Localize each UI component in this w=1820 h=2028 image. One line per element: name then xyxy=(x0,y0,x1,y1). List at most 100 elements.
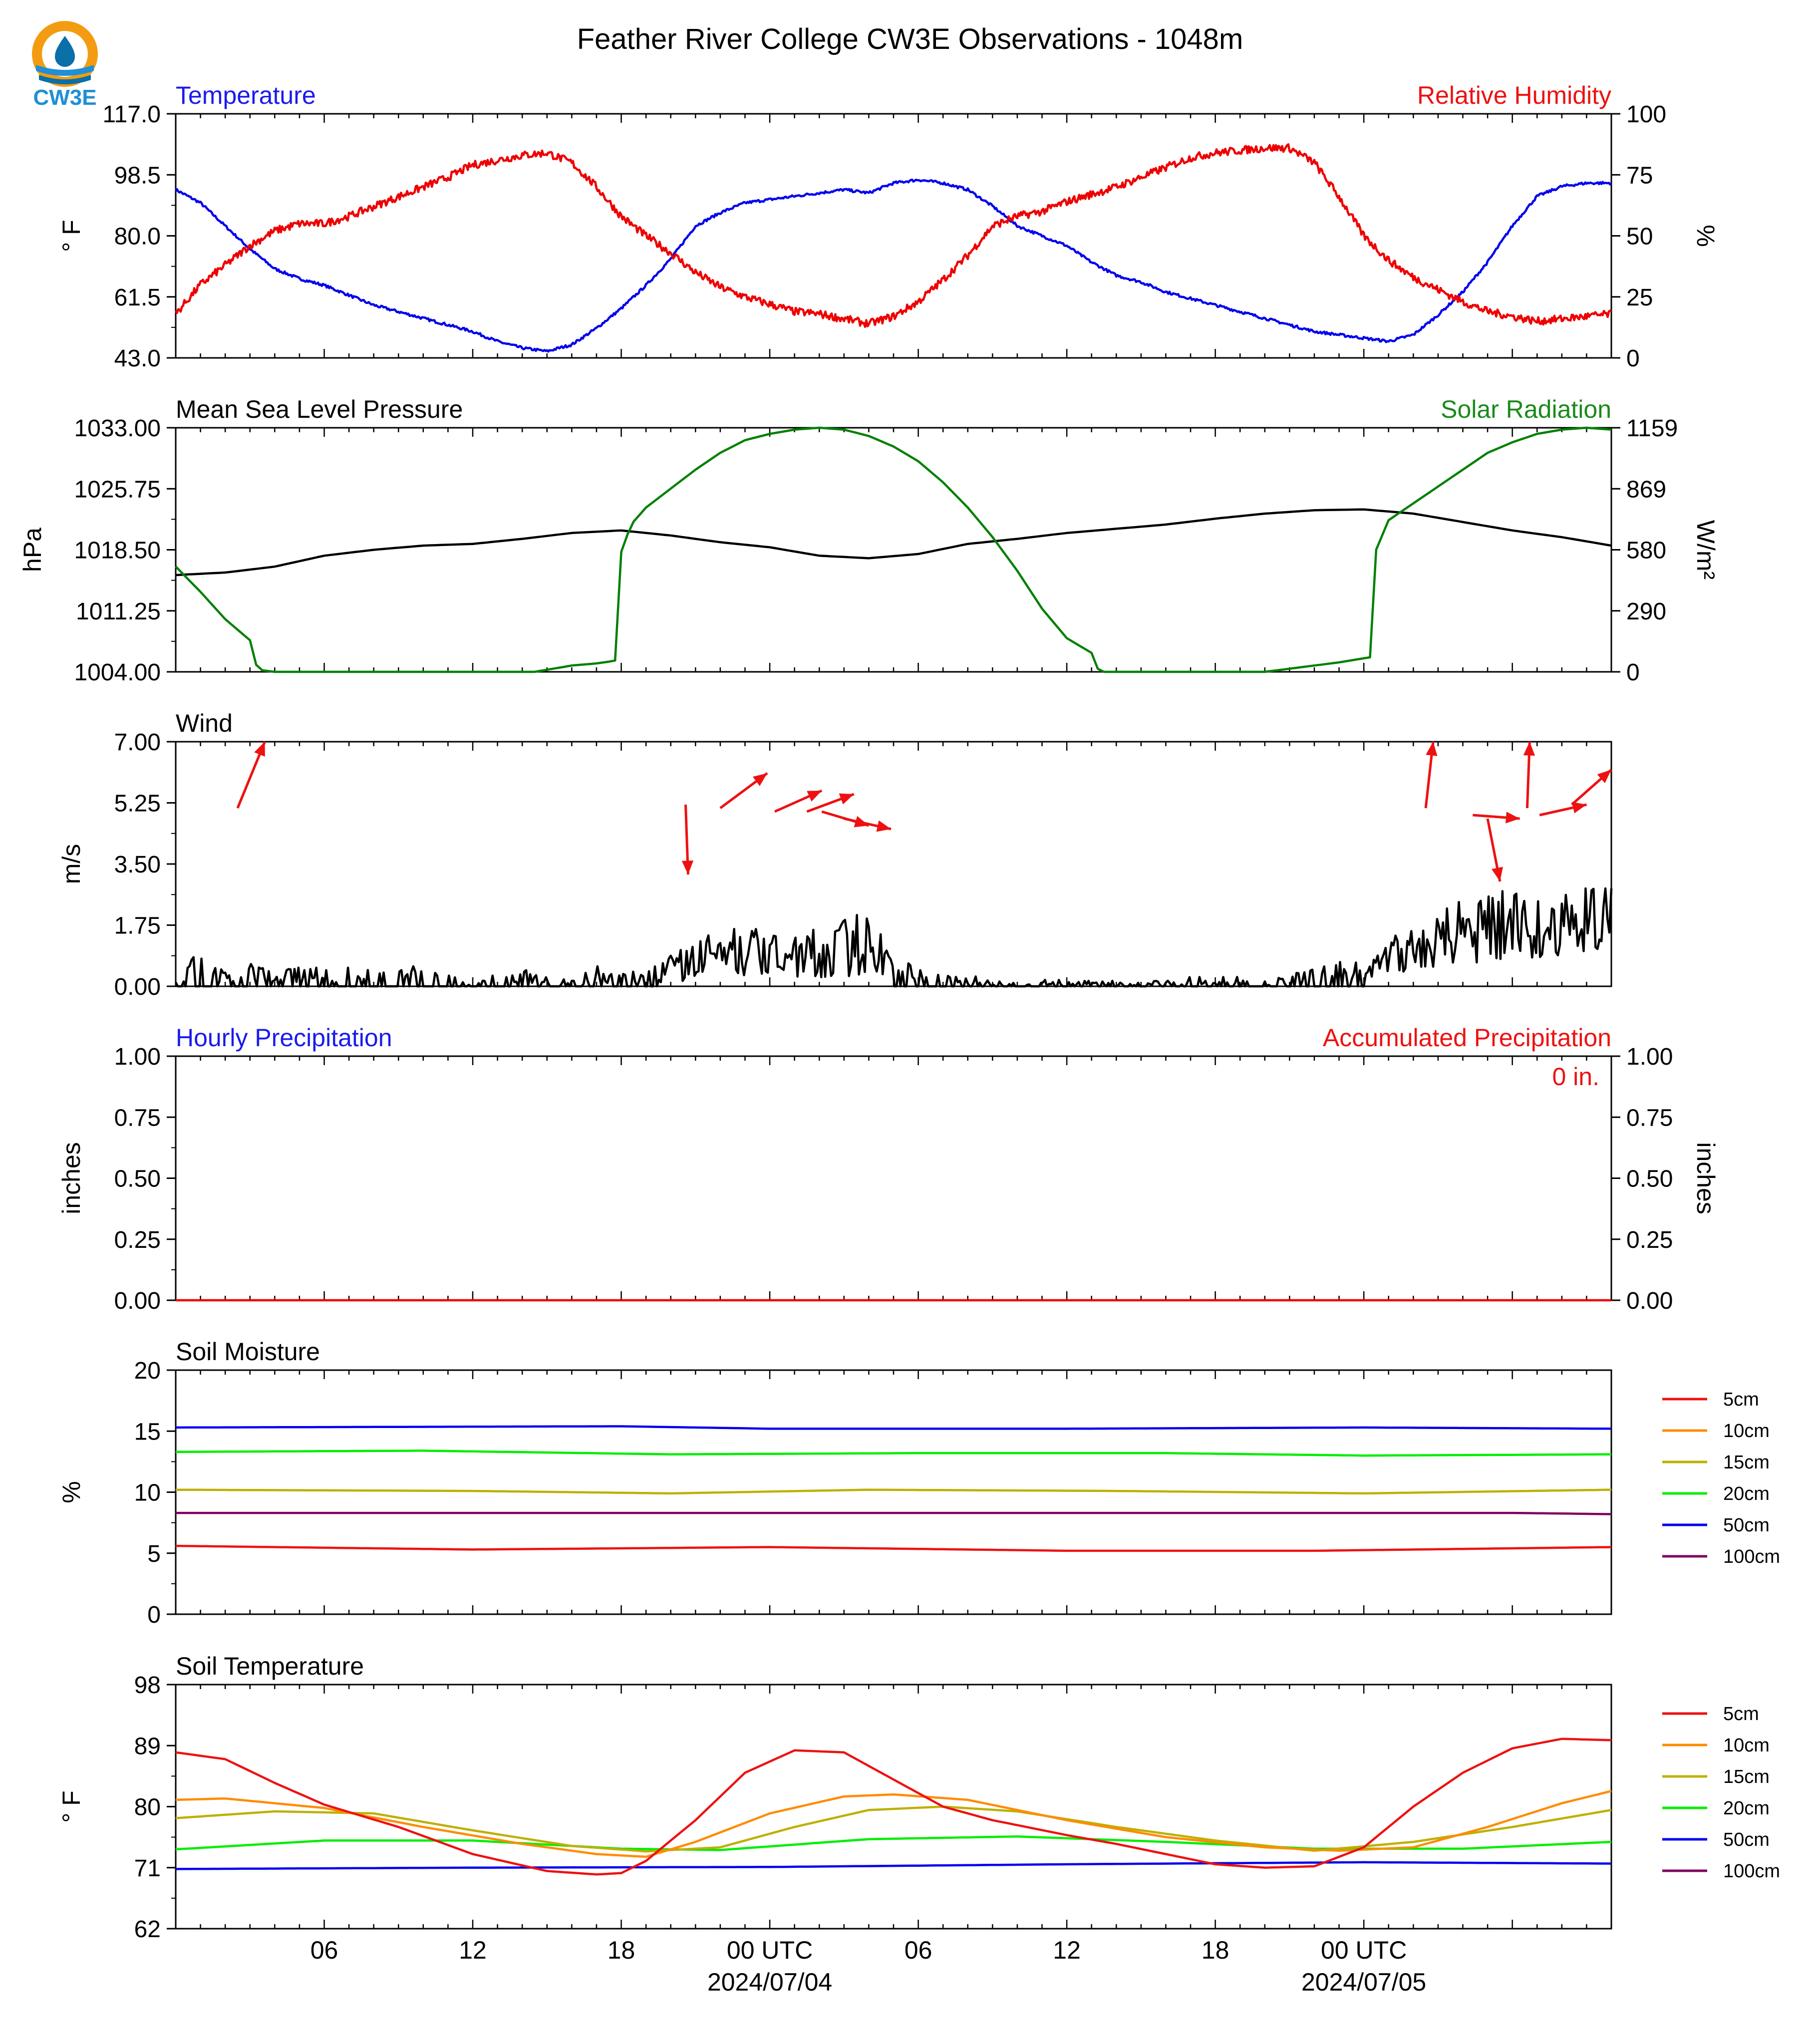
y2-tick-label: 75 xyxy=(1626,162,1653,189)
y-tick-label: 0.00 xyxy=(114,1288,161,1314)
plot-frame xyxy=(175,1684,1612,1930)
x-tick-label: 00 UTC xyxy=(727,1936,813,1964)
legend-label: 15cm xyxy=(1723,1766,1770,1787)
plot-frame xyxy=(175,1055,1612,1301)
x-tick-label: 18 xyxy=(607,1936,635,1964)
legend-label: 20cm xyxy=(1723,1798,1770,1819)
wind-arrow xyxy=(774,789,823,813)
cw3e-logo-text: CW3E xyxy=(33,85,96,109)
series-line-4 xyxy=(176,1511,1612,1515)
y2-axis-label: W/m² xyxy=(1692,520,1720,579)
y-tick-label: 71 xyxy=(134,1855,161,1882)
y-tick-label: 1018.50 xyxy=(74,538,161,564)
series-line-0 xyxy=(175,1861,1612,1870)
x-date-label: 2024/07/05 xyxy=(1301,1968,1426,1996)
legend-label: 20cm xyxy=(1723,1483,1770,1504)
legend-label: 5cm xyxy=(1723,1389,1759,1410)
y-axis-label: hPa xyxy=(18,528,46,572)
chart-panels: 43.061.580.098.5117.00255075100Temperatu… xyxy=(18,81,1780,1943)
plot-frame xyxy=(175,113,1612,359)
panel-title-left: Soil Temperature xyxy=(176,1652,364,1680)
legend-label: 100cm xyxy=(1723,1861,1780,1882)
y-axis-label: ° F xyxy=(57,1790,85,1822)
x-date-label: 2024/07/04 xyxy=(707,1968,832,1996)
panel-pressure-solar: 1004.00 1011.25 1018.50 1025.75 1033.00 0 290 5… xyxy=(18,395,1720,686)
wind-arrow xyxy=(1486,818,1503,882)
y2-tick-label: 0 xyxy=(1626,345,1640,372)
wind-arrow xyxy=(681,804,694,875)
wind-arrow xyxy=(844,817,892,832)
wind-arrow xyxy=(1571,769,1612,806)
panel-title-right: Solar Radiation xyxy=(1441,395,1611,423)
y-tick-label: 62 xyxy=(134,1916,161,1943)
y-tick-label: 80.0 xyxy=(114,224,161,250)
x-tick-label: 06 xyxy=(905,1936,932,1964)
y2-tick-label: 0.50 xyxy=(1626,1166,1673,1192)
panel-title-left: Hourly Precipitation xyxy=(176,1024,392,1052)
wind-arrow xyxy=(1539,802,1587,817)
y-tick-label: 61.5 xyxy=(114,285,161,311)
legend-label: 15cm xyxy=(1723,1452,1770,1473)
y-tick-label: 3.50 xyxy=(114,852,161,878)
y-axis-label: ° F xyxy=(57,220,85,252)
series-line-4 xyxy=(175,1738,1612,1876)
wind-arrow xyxy=(806,793,855,813)
plot-frame xyxy=(175,427,1612,673)
panel-title-left: Wind xyxy=(176,709,233,737)
y-tick-label: 1011.25 xyxy=(76,598,161,625)
y2-tick-label: 580 xyxy=(1626,538,1666,564)
y2-tick-label: 0.25 xyxy=(1626,1227,1673,1253)
x-axis-labels: 06 12 18 00 UTC 2024/07/04 06 12 18 00 UTC 2024/0… xyxy=(310,1936,1427,1996)
accumulated-total: 0 in. xyxy=(1552,1063,1599,1091)
panel-title-right: Accumulated Precipitation xyxy=(1323,1024,1611,1052)
legend-label: 50cm xyxy=(1723,1515,1770,1536)
series-line-1 xyxy=(175,426,1612,673)
y2-tick-label: 869 xyxy=(1626,476,1666,503)
y-tick-label: 1.75 xyxy=(114,913,161,939)
series-line-0 xyxy=(175,178,1612,353)
panel-wind: 0.00 1.75 3.50 5.25 7.00 Wind m/s xyxy=(57,709,1613,1000)
panel-title-left: Mean Sea Level Pressure xyxy=(176,395,463,423)
y-tick-label: 1025.75 xyxy=(74,476,161,503)
legend: 5cm 10cm 15cm 20cm 50cm 100cm xyxy=(1662,1389,1780,1567)
y-tick-label: 1033.00 xyxy=(74,415,161,442)
y2-tick-label: 0.75 xyxy=(1626,1105,1673,1131)
figure-title: Feather River College CW3E Observations … xyxy=(577,23,1243,55)
x-tick-label: 06 xyxy=(310,1936,338,1964)
cw3e-logo: CW3E xyxy=(32,21,98,109)
y2-tick-label: 1.00 xyxy=(1626,1044,1673,1070)
series-line-1 xyxy=(175,1488,1612,1495)
wind-arrow xyxy=(236,741,266,809)
y2-tick-label: 25 xyxy=(1626,285,1653,311)
x-tick-label: 18 xyxy=(1202,1936,1229,1964)
y-tick-label: 5 xyxy=(147,1541,161,1567)
legend-label: 100cm xyxy=(1723,1546,1780,1567)
series-line-0 xyxy=(174,887,1613,988)
panel-title-right: Relative Humidity xyxy=(1417,81,1611,109)
y-tick-label: 0 xyxy=(147,1602,161,1628)
y-axis-label: m/s xyxy=(57,844,85,884)
legend: 5cm 10cm 15cm 20cm 50cm 100cm xyxy=(1662,1704,1780,1882)
y2-tick-label: 0 xyxy=(1626,659,1640,686)
y-tick-label: 98 xyxy=(134,1672,161,1699)
y2-axis-label: % xyxy=(1692,225,1720,247)
legend-label: 10cm xyxy=(1723,1735,1770,1756)
series-line-0 xyxy=(175,1544,1612,1552)
y-tick-label: 5.25 xyxy=(114,791,161,817)
y-tick-label: 43.0 xyxy=(114,345,161,372)
series-line-3 xyxy=(176,1425,1612,1430)
y-tick-label: 15 xyxy=(134,1419,161,1445)
legend-label: 50cm xyxy=(1723,1829,1770,1850)
y2-axis-label: inches xyxy=(1692,1142,1720,1214)
y2-tick-label: 100 xyxy=(1626,101,1666,128)
panel-soil-temperature: 62 71 80 89 98 Soil Temperature ° F 5cm 10cm 15cm… xyxy=(57,1652,1780,1943)
series-line-0 xyxy=(175,508,1612,577)
x-tick-label: 12 xyxy=(459,1936,487,1964)
panel-temperature-rh: 43.0 61.5 80.0 98.5 117.0 0 25 50 75 100 Temperatu… xyxy=(57,81,1720,372)
plot-frame xyxy=(175,741,1612,987)
y-tick-label: 20 xyxy=(134,1358,161,1384)
y2-tick-label: 0.00 xyxy=(1626,1288,1673,1314)
series-line-2 xyxy=(175,1805,1612,1853)
y-tick-label: 0.75 xyxy=(114,1105,161,1131)
